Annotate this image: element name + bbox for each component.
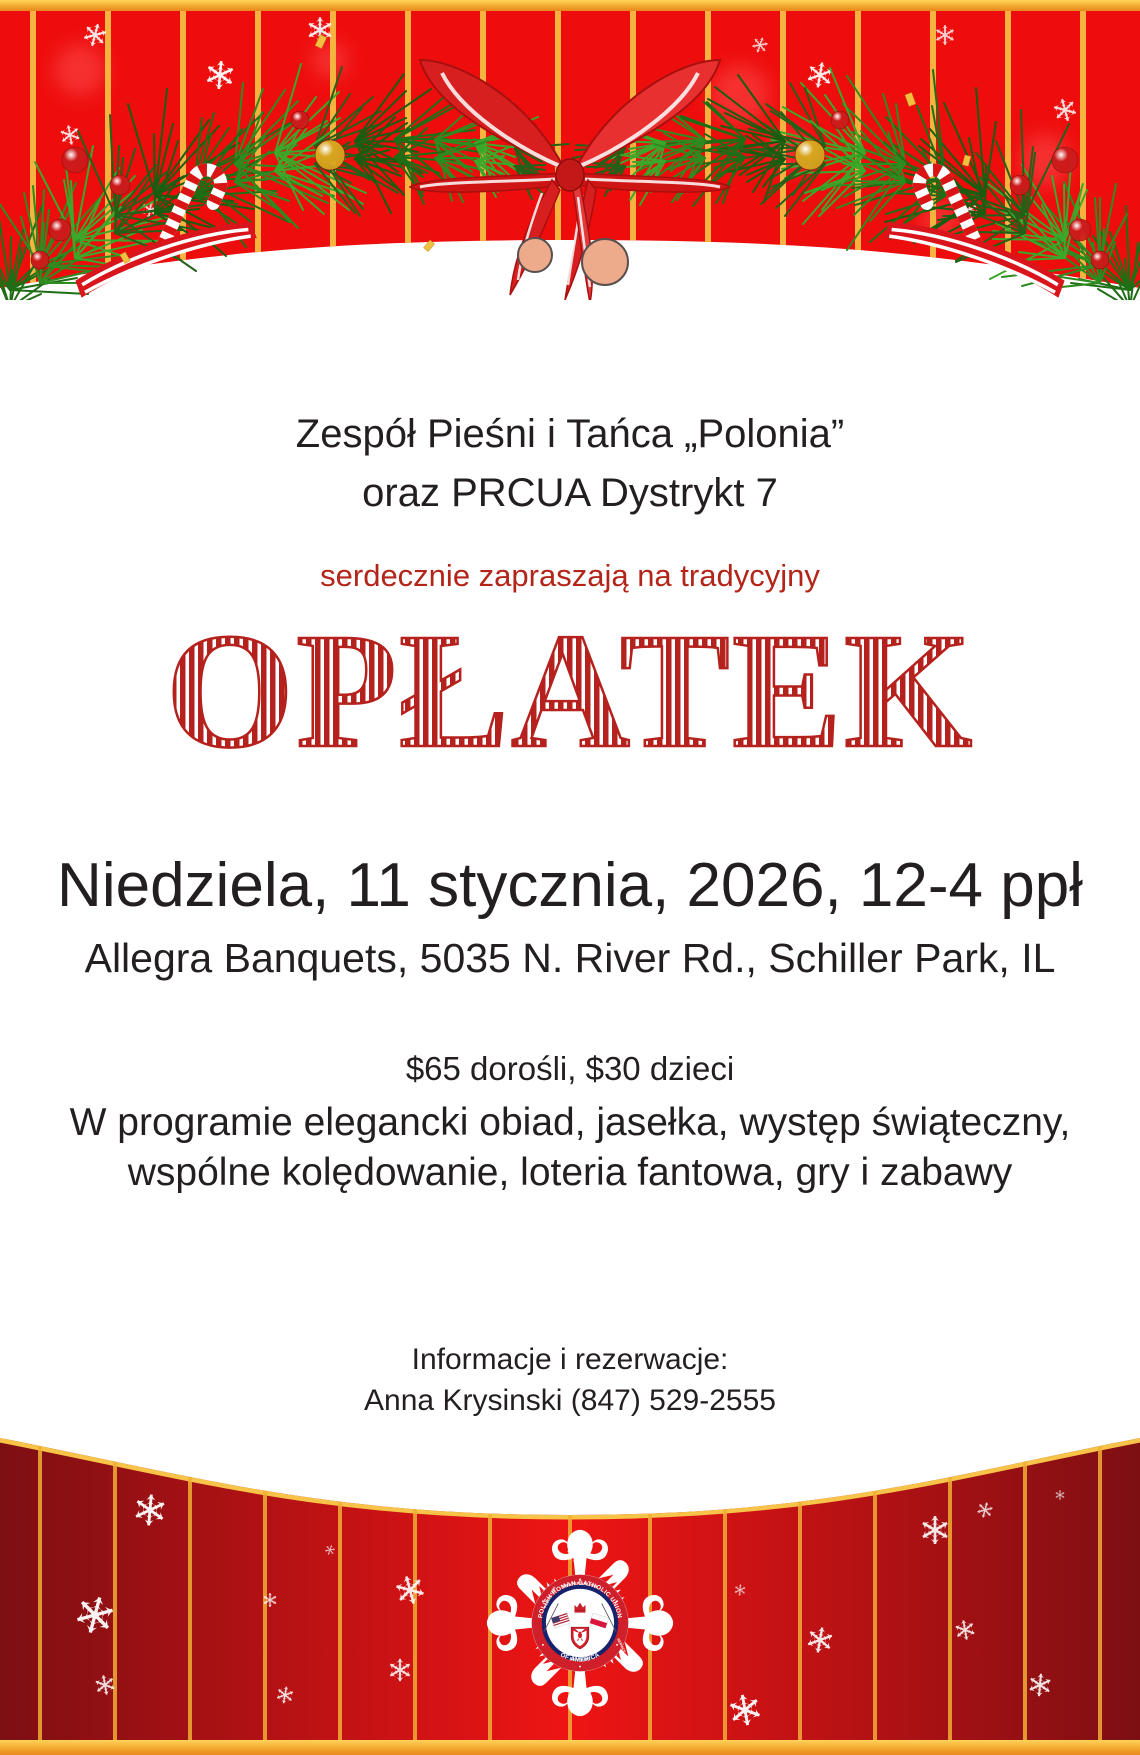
- svg-text:OPŁATEK: OPŁATEK: [166, 599, 975, 782]
